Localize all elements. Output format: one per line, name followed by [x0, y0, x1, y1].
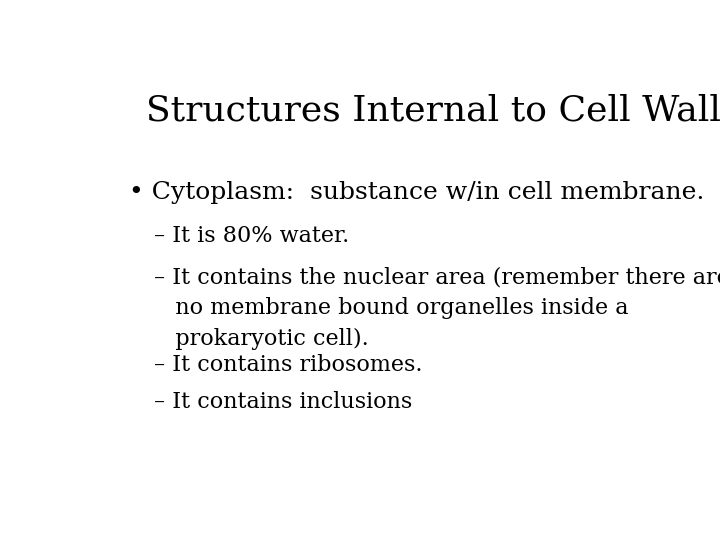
Text: – It contains inclusions: – It contains inclusions: [154, 391, 413, 413]
Text: Structures Internal to Cell Wall: Structures Internal to Cell Wall: [145, 94, 720, 128]
Text: – It contains ribosomes.: – It contains ribosomes.: [154, 354, 423, 376]
Text: – It is 80% water.: – It is 80% water.: [154, 225, 349, 247]
Text: – It contains the nuclear area (remember there are
   no membrane bound organell: – It contains the nuclear area (remember…: [154, 266, 720, 349]
Text: • Cytoplasm:  substance w/in cell membrane.: • Cytoplasm: substance w/in cell membran…: [129, 181, 704, 204]
